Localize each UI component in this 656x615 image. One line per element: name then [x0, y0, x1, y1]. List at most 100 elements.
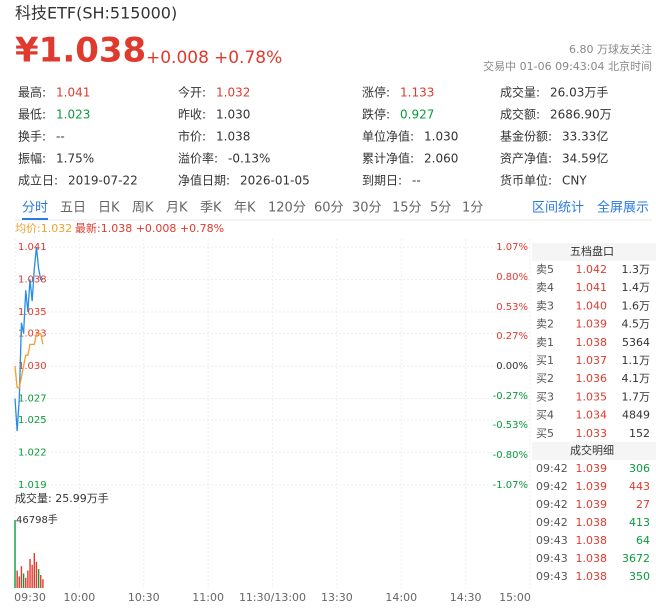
- y-tick-label: 1.019: [18, 480, 47, 491]
- book-label: 卖4: [536, 281, 554, 294]
- volume-bar: [40, 574, 42, 588]
- trade-price: 1.038: [576, 516, 608, 529]
- volume-bar: [22, 573, 25, 588]
- x-tick-label: 09:30: [14, 591, 46, 604]
- tab[interactable]: 日K: [98, 201, 120, 216]
- y-tick-label: 1.022: [18, 448, 47, 459]
- chart-annotation: 最新:1.038 +0.008 +0.78%: [75, 221, 224, 235]
- trade-volume: 350: [629, 570, 650, 583]
- tab[interactable]: 分时: [22, 201, 48, 216]
- field-value: 34.59亿: [562, 151, 608, 166]
- tab[interactable]: 30分: [352, 201, 382, 216]
- x-tick-label: 10:00: [64, 591, 96, 604]
- tab[interactable]: 120分: [268, 201, 306, 216]
- book-label: 卖1: [536, 336, 554, 349]
- y-tick-label: 1.030: [18, 361, 47, 372]
- volume-bar: [18, 576, 20, 588]
- field-label: 跌停:: [362, 107, 390, 122]
- book-label: 买1: [536, 354, 554, 367]
- field-label: 单位净值:: [362, 129, 414, 144]
- tab-action[interactable]: 区间统计: [532, 201, 584, 216]
- book-volume: 1.6万: [622, 299, 651, 312]
- x-tick-label: 15:00: [499, 591, 531, 604]
- field-value: 33.33亿: [562, 129, 608, 144]
- volume-bar: [25, 577, 27, 588]
- field-label: 成交额:: [500, 107, 540, 122]
- x-tick-label: 13:30: [321, 591, 353, 604]
- field-label: 累计净值:: [362, 151, 414, 166]
- book-volume: 1.1万: [622, 354, 651, 367]
- book-price: 1.039: [576, 318, 608, 331]
- field-label: 振幅:: [18, 151, 46, 166]
- field-label: 净值日期:: [178, 173, 230, 188]
- book-volume: 4.5万: [622, 318, 651, 331]
- field-label: 溢价率:: [178, 151, 218, 166]
- volume-bar: [20, 566, 23, 588]
- chart-annotation: 均价:1.032: [15, 222, 72, 235]
- x-tick-label: 14:00: [385, 591, 417, 604]
- trade-time: 09:42: [536, 462, 568, 475]
- x-tick-label: 11:00: [192, 591, 224, 604]
- tab[interactable]: 五日: [60, 201, 86, 216]
- book-label: 卖2: [536, 318, 554, 331]
- tab[interactable]: 15分: [392, 201, 422, 216]
- book-price: 1.034: [576, 409, 608, 422]
- field-value: 26.03万手: [550, 86, 608, 100]
- field-value: 2019-07-22: [68, 174, 138, 188]
- volume-bar: [16, 570, 18, 588]
- book-price: 1.040: [576, 299, 608, 312]
- y2-tick-label: 0.53%: [496, 302, 528, 313]
- book-price: 1.037: [576, 354, 608, 367]
- tab[interactable]: 月K: [166, 201, 188, 216]
- field-value: 1.75%: [56, 152, 94, 166]
- field-label: 成交量:: [500, 85, 540, 100]
- field-value: 2.060: [424, 152, 458, 166]
- book-volume: 1.7万: [622, 390, 651, 403]
- panel-title: 成交明细: [570, 443, 614, 457]
- field-value: 1.041: [56, 86, 90, 100]
- y2-tick-label: -1.07%: [493, 480, 528, 491]
- trade-price: 1.038: [576, 552, 608, 565]
- tab[interactable]: 60分: [314, 201, 344, 216]
- tab[interactable]: 季K: [200, 201, 222, 216]
- book-label: 卖3: [536, 299, 554, 312]
- trade-time: 09:42: [536, 498, 568, 511]
- tab[interactable]: 周K: [132, 201, 154, 216]
- trade-volume: 64: [636, 534, 650, 547]
- book-price: 1.042: [576, 263, 608, 276]
- field-value: CNY: [562, 174, 587, 188]
- y2-tick-label: 0.80%: [496, 272, 528, 283]
- panel-header: [532, 243, 656, 261]
- field-label: 资产净值:: [500, 151, 552, 166]
- trade-time: 09:43: [536, 570, 568, 583]
- trade-time: 09:43: [536, 534, 568, 547]
- tab[interactable]: 1分: [462, 201, 483, 216]
- book-volume: 5364: [622, 336, 650, 349]
- y-tick-label: 1.025: [18, 415, 47, 426]
- field-label: 昨收:: [178, 108, 206, 122]
- panel-header: [532, 442, 656, 460]
- status: 交易中 01-06 09:43:04 北京时间: [483, 59, 652, 73]
- tab[interactable]: 年K: [234, 201, 256, 216]
- trade-volume: 413: [629, 516, 650, 529]
- volume-title: 成交量: 25.99万手: [15, 491, 109, 505]
- book-label: 卖5: [536, 263, 554, 276]
- y2-tick-label: -0.80%: [493, 450, 528, 461]
- volume-bar: [42, 579, 44, 588]
- tab[interactable]: 5分: [430, 201, 451, 216]
- trade-volume: 443: [629, 480, 650, 493]
- field-label: 基金份额:: [500, 129, 552, 144]
- book-price: 1.038: [576, 336, 608, 349]
- tab-action[interactable]: 全屏展示: [597, 200, 649, 216]
- y2-tick-label: 0.00%: [496, 361, 528, 372]
- book-price: 1.036: [576, 372, 608, 385]
- book-volume: 1.3万: [622, 263, 651, 276]
- y2-tick-label: 0.27%: [496, 331, 528, 342]
- y2-tick-label: -0.27%: [493, 391, 528, 402]
- trade-volume: 3672: [622, 552, 650, 565]
- field-label: 成立日:: [18, 173, 58, 188]
- field-value: --: [412, 174, 421, 188]
- trade-time: 09:43: [536, 552, 568, 565]
- book-label: 买3: [536, 390, 554, 403]
- y-tick-label: 1.038: [18, 274, 47, 285]
